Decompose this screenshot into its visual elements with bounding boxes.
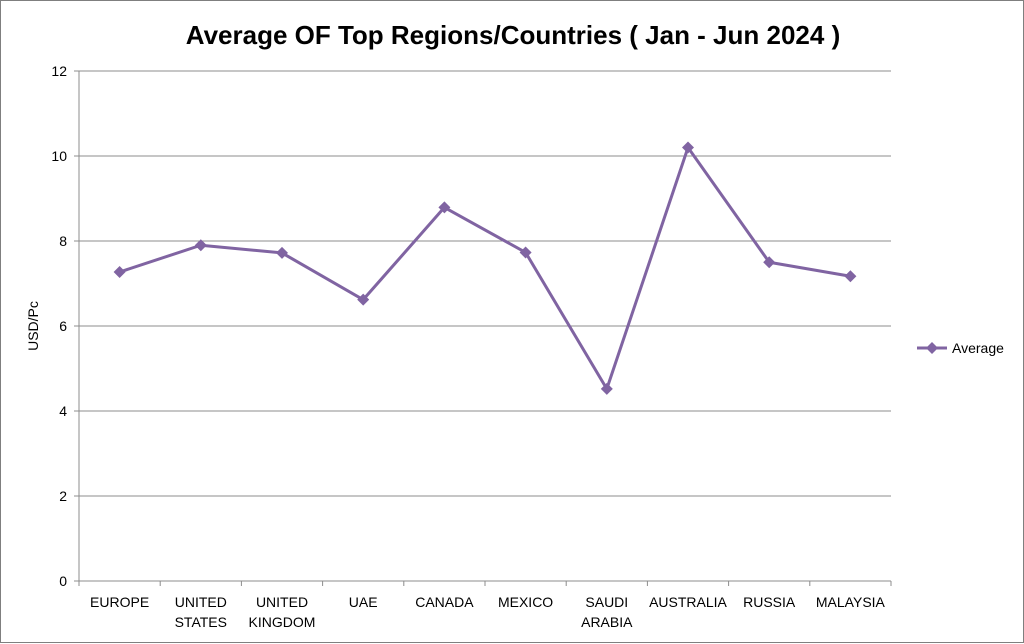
axes	[74, 70, 892, 586]
data-point-marker	[276, 246, 288, 259]
gridlines	[79, 70, 891, 497]
legend-diamond-marker	[926, 342, 938, 354]
data-point-marker	[763, 256, 776, 269]
x-tick-label: SAUDI ARABIA	[581, 594, 633, 630]
x-tick-label: MEXICO	[498, 594, 553, 610]
data-point-marker	[113, 266, 126, 279]
y-tick-label: 6	[59, 318, 67, 334]
x-tick-label: CANADA	[415, 594, 474, 610]
legend: Average	[917, 340, 1004, 356]
legend-label-average: Average	[952, 340, 1004, 356]
data-point-marker	[438, 201, 451, 214]
x-tick-labels: EUROPE UNITED STATES UNITED KINGDOM UAE CANADA…	[90, 594, 886, 630]
x-tick-label: UAE	[349, 594, 378, 610]
y-tick-label: 12	[51, 63, 67, 79]
data-point-marker	[519, 246, 532, 259]
data-point-marker	[844, 270, 857, 283]
y-tick-label: 2	[59, 488, 67, 504]
data-point-marker	[194, 239, 207, 252]
x-tick-label: EUROPE	[90, 594, 149, 610]
x-tick-label: MALAYSIA	[816, 594, 886, 610]
data-point-marker	[357, 293, 370, 306]
data-point-marker	[682, 141, 694, 154]
series-average	[113, 141, 857, 395]
y-tick-label: 8	[59, 233, 67, 249]
series-line-average	[119, 146, 851, 391]
y-tick-labels: 0 2 4 6 8 10 12	[51, 63, 67, 589]
x-tick-label: RUSSIA	[743, 594, 796, 610]
y-tick-label: 0	[59, 573, 67, 589]
x-tick-label: UNITED STATES	[175, 594, 227, 630]
x-tick-label: AUSTRALIA	[649, 594, 727, 610]
data-point-marker	[600, 382, 613, 395]
chart-title: Average OF Top Regions/Countries ( Jan -…	[186, 20, 840, 50]
x-tick-label: UNITED KINGDOM	[249, 594, 316, 630]
y-tick-label: 4	[59, 403, 67, 419]
y-axis-label: USD/Pc	[25, 301, 41, 351]
y-tick-label: 10	[51, 148, 67, 164]
